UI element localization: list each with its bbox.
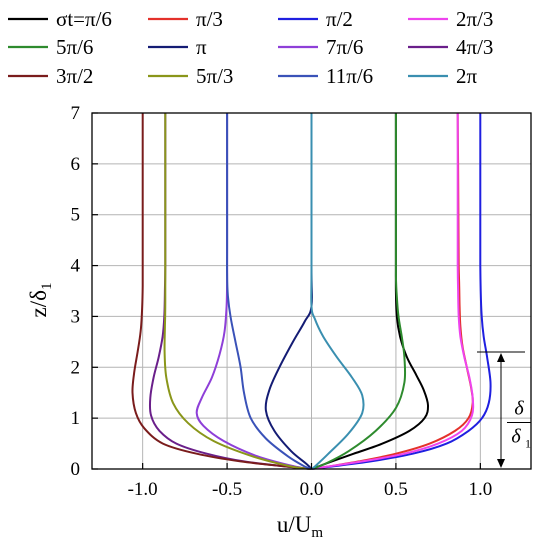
legend-label-10: 5π/3 [196,64,233,88]
legend-label-11: 11π/6 [326,64,373,88]
y-tick-label-3: 3 [71,306,81,327]
legend-label-12: 2π [456,64,478,88]
annotation-denominator-sub: 1 [525,437,531,451]
series-line-3 [311,113,492,470]
series-line-11 [226,113,312,470]
annotation-arrow-down [497,459,505,468]
legend-label-9: 3π/2 [56,64,93,88]
legend-label-4: 2π/3 [456,7,493,31]
y-tick-label-2: 2 [71,357,81,378]
y-tick-label-0: 0 [71,459,81,480]
series-line-10 [163,113,312,470]
x-tick-label-1: -0.5 [212,479,242,500]
series-line-4 [311,113,475,470]
y-tick-label-5: 5 [71,205,81,226]
series-line-7 [195,113,312,470]
ticks: -1.0 -0.5 0.0 0.5 1.0 0 1 2 3 4 5 6 7 [71,103,493,500]
legend-label-3: π/2 [326,7,353,31]
legend-label-8: 4π/3 [456,35,493,59]
y-axis-title: z/δ1 [26,283,55,318]
legend-label-1: σt=π/6 [56,7,112,31]
series-line-12 [310,113,365,470]
annotation-numerator: δ [514,398,524,420]
legend: σt=π/6 π/3 π/2 2π/3 5π/6 π 7π/6 4π/3 3π/2 5π/3 11π… [8,7,493,88]
x-tick-label-2: 0.0 [300,479,324,500]
series-line-5 [311,113,407,470]
y-tick-label-1: 1 [71,408,81,429]
series-line-6 [264,113,313,470]
series-line-8 [148,113,312,470]
x-tick-label-4: 1.0 [468,479,492,500]
annotation-denominator: δ [511,426,521,448]
legend-label-2: π/3 [196,7,223,31]
legend-label-6: π [196,35,207,59]
legend-label-7: 7π/6 [326,35,363,59]
annotation-arrow-up [497,353,505,363]
legend-label-5: 5π/6 [56,35,93,59]
y-tick-label-6: 6 [71,154,81,175]
delta-annotation: δδ 1 [477,351,531,468]
series-line-2 [311,112,474,470]
series-lines [131,112,492,470]
series-line-9 [131,113,312,470]
x-tick-label-0: -1.0 [128,479,158,500]
y-tick-label-7: 7 [71,103,81,124]
y-tick-label-4: 4 [71,256,81,277]
series-line-1 [311,113,430,470]
x-tick-label-3: 0.5 [384,479,408,500]
x-axis-title: u/Um [277,512,324,541]
